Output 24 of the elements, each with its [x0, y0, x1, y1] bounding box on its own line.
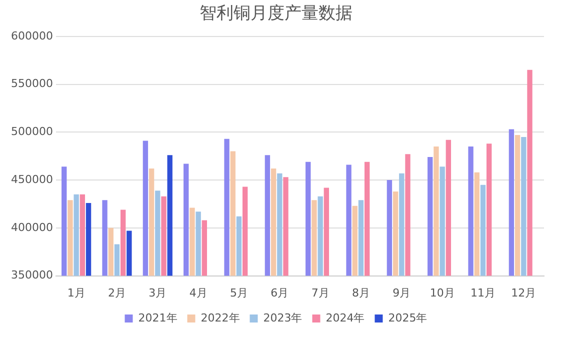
- x-tick-label: 2月: [108, 286, 126, 300]
- x-tick-label: 4月: [189, 286, 208, 300]
- legend-label: 2025年: [388, 311, 428, 324]
- legend-label: 2022年: [200, 311, 240, 324]
- y-tick-label: 500000: [10, 125, 53, 138]
- y-tick-label: 600000: [10, 29, 53, 42]
- x-tick-label: 8月: [352, 286, 370, 300]
- y-tick-label: 450000: [10, 172, 53, 186]
- x-tick-label: 10月: [430, 286, 455, 300]
- x-tick-label: 6月: [270, 286, 289, 300]
- y-tick-label: 550000: [10, 77, 53, 90]
- chart-title: 智利铜月度产量数据: [200, 4, 352, 24]
- x-tick-label: 5月: [230, 286, 248, 300]
- legend-label: 2023年: [263, 311, 302, 324]
- x-tick-label: 11月: [470, 286, 496, 300]
- x-tick-label: 3月: [148, 286, 167, 300]
- y-tick-label: 350000: [10, 268, 53, 282]
- x-tick-label: 1月: [67, 286, 86, 300]
- x-tick-label: 7月: [311, 286, 330, 300]
- legend-label: 2021年: [138, 311, 178, 324]
- legend-label: 2024年: [326, 311, 365, 324]
- y-tick-label: 400000: [10, 220, 53, 234]
- x-tick-label: 12月: [511, 286, 536, 300]
- x-tick-label: 9月: [392, 286, 411, 300]
